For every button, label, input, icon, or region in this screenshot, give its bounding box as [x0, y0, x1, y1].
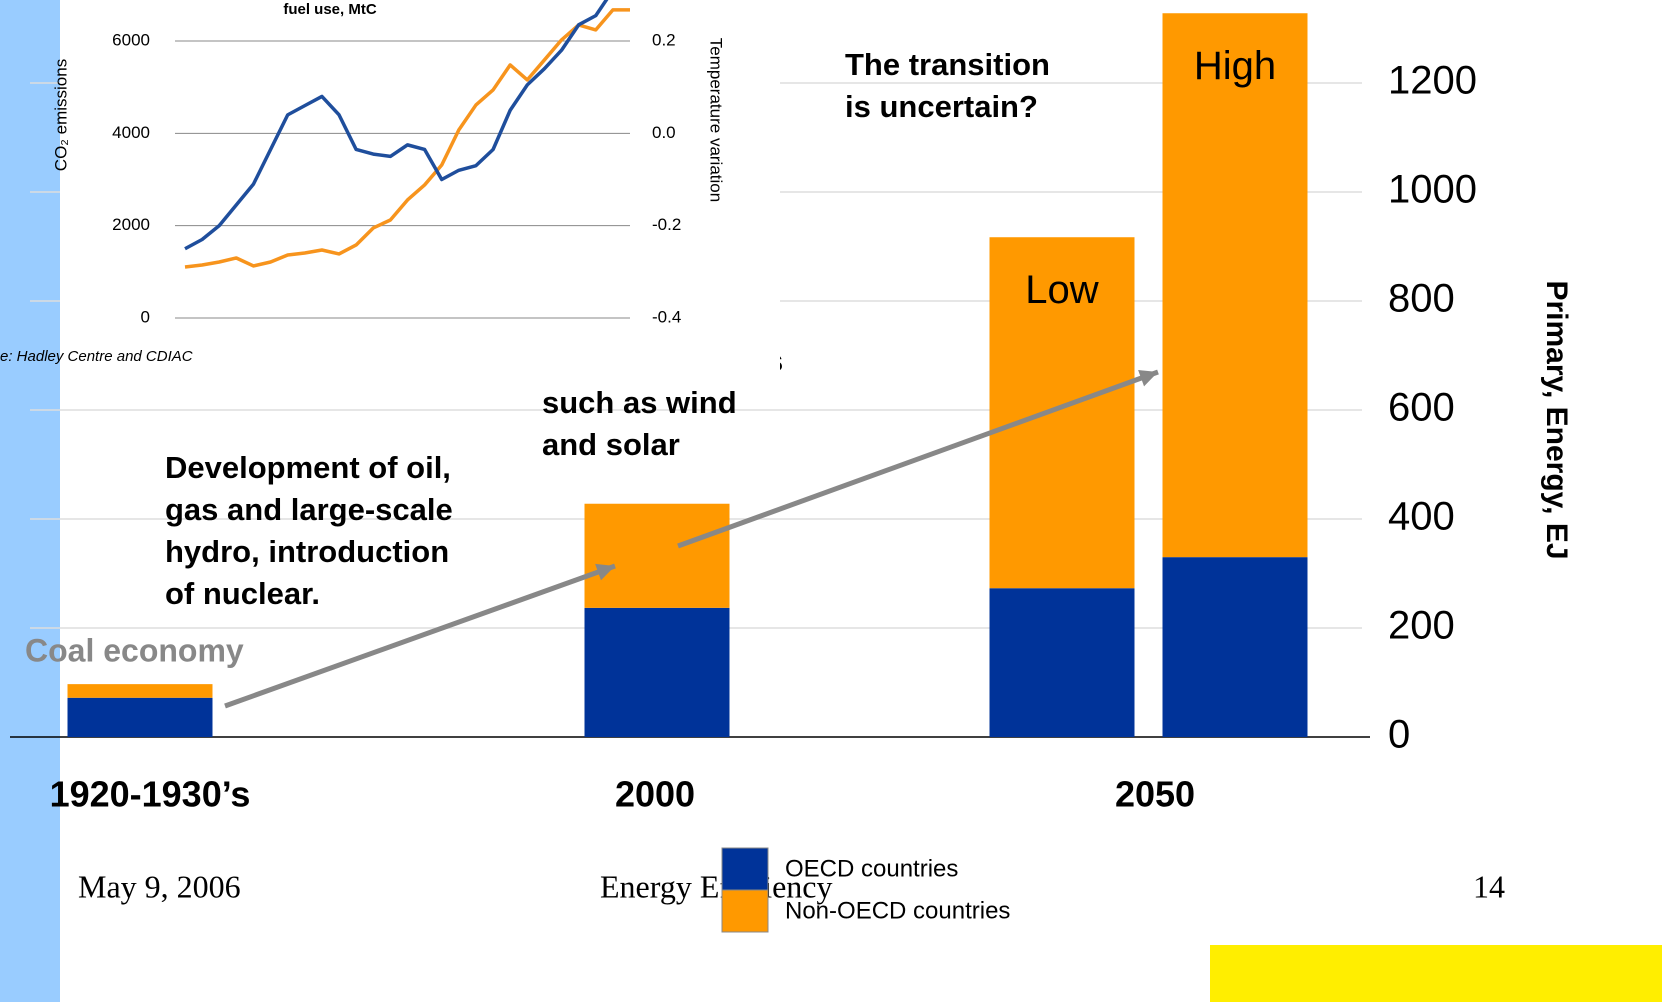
arrow-shaft — [677, 369, 1159, 549]
side-strip — [0, 0, 60, 1002]
footer-date: May 9, 2006 — [78, 868, 241, 904]
legend-swatch — [721, 847, 769, 891]
bar-segment — [989, 588, 1135, 737]
main-chart: 0 200 400 600 800 1000 1200 Primary, Energy, EJ… — [10, 13, 1573, 815]
y2-tick-label: 0.0 — [652, 123, 676, 142]
y2-tick-label: 0.2 — [652, 30, 676, 49]
y-tick-label: 800 — [1388, 277, 1455, 321]
corner-box — [1210, 945, 1662, 1002]
footer: May 9, 2006 Energy Efficiency 14 — [78, 868, 1505, 904]
legend-label: Non-OECD countries — [785, 897, 1010, 924]
legend: OECD countries Non-OECD countries — [721, 847, 1010, 933]
bar-label: Low — [1025, 268, 1098, 312]
y-axis-label: Primary, Energy, EJ — [1540, 280, 1573, 559]
y2-axis-label: Temperature variation — [707, 38, 726, 202]
annotation: hydro, introduction — [165, 534, 449, 569]
bar-segment — [67, 684, 213, 698]
page-number: 14 — [1473, 868, 1505, 904]
y-tick-label: 4000 — [112, 123, 150, 142]
y-tick-label: 0 — [1388, 713, 1410, 757]
y-tick-label: 600 — [1388, 386, 1455, 430]
legend-label: OECD countries — [785, 855, 958, 882]
y-tick-label: 1200 — [1388, 59, 1477, 103]
x-tick-label: 2000 — [615, 774, 695, 815]
y-tick-label: 2000 — [112, 215, 150, 234]
bar-segment — [67, 697, 213, 737]
chart-title: fuel use, MtC — [283, 1, 377, 18]
inset-chart: 0 2000 4000 6000 -0.4 -0.2 0.0 0.2 fuel use, MtC… — [0, 0, 780, 380]
y2-tick-label: -0.4 — [652, 307, 681, 326]
footer-title: Energy Efficiency — [600, 868, 833, 904]
bar-segment — [989, 237, 1135, 589]
annotation: and solar — [542, 427, 680, 462]
y2-tick-label: -0.2 — [652, 215, 681, 234]
line-series — [184, 8, 630, 269]
y-tick-label: 0 — [141, 307, 150, 326]
y-tick-label: 400 — [1388, 495, 1455, 539]
annotation: is uncertain? — [845, 89, 1038, 124]
legend-swatch — [721, 889, 769, 933]
bar-label: High — [1194, 44, 1276, 88]
source-note: e: Hadley Centre and CDIAC — [0, 348, 193, 365]
y-tick-label: 200 — [1388, 604, 1455, 648]
annotation: of nuclear. — [165, 576, 320, 611]
arrow-head — [1138, 369, 1158, 387]
arrow-shaft — [224, 563, 616, 709]
annotation: The transition — [845, 47, 1050, 82]
annotation: gas and large-scale — [165, 492, 453, 527]
y-tick-label: 6000 — [112, 30, 150, 49]
line-series — [184, 0, 609, 251]
annotation: Development of oil, — [165, 450, 451, 485]
annotation: such as wind — [542, 385, 737, 420]
y-tick-label: 1000 — [1388, 168, 1477, 212]
annotation: Coal economy — [25, 632, 244, 668]
x-tick-label: 2050 — [1115, 774, 1195, 815]
bar-segment — [584, 607, 730, 737]
arrow-head — [595, 563, 615, 581]
bar-segment — [1162, 13, 1308, 558]
bar-segment — [1162, 557, 1308, 737]
y-axis-label: CO₂ emissions — [51, 59, 70, 171]
bar-segment — [584, 503, 730, 608]
x-tick-label: 1920-1930’s — [50, 774, 251, 815]
